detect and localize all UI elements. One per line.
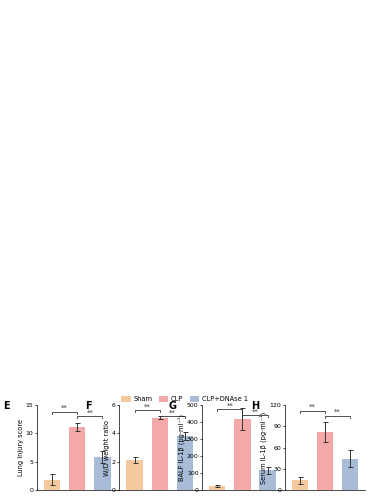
Text: **: ** — [309, 404, 316, 410]
Bar — [209, 486, 225, 490]
Text: **: ** — [252, 408, 258, 414]
Bar — [259, 470, 276, 490]
Text: E: E — [3, 401, 10, 411]
Text: **: ** — [144, 404, 151, 409]
Text: **: ** — [61, 405, 68, 411]
Y-axis label: BALF IL-1β (pg·ml⁻¹): BALF IL-1β (pg·ml⁻¹) — [177, 414, 185, 481]
Bar — [234, 418, 251, 490]
Text: **: ** — [86, 410, 93, 416]
Y-axis label: W/D weight ratio: W/D weight ratio — [104, 420, 110, 476]
Text: **: ** — [169, 410, 176, 416]
Bar — [69, 426, 86, 490]
Legend: Sham, CLP, CLP+DNAse 1: Sham, CLP, CLP+DNAse 1 — [118, 393, 251, 404]
Bar — [292, 480, 308, 490]
Bar — [127, 460, 143, 490]
Y-axis label: Lung Injury score: Lung Injury score — [18, 419, 24, 476]
Text: H: H — [251, 401, 259, 411]
Bar — [94, 457, 111, 490]
Bar — [152, 418, 168, 490]
Text: **: ** — [334, 409, 341, 415]
Text: **: ** — [227, 402, 233, 408]
Text: F: F — [86, 401, 92, 411]
Bar — [177, 436, 193, 490]
Y-axis label: Serum IL-1β (pg·ml⁻¹): Serum IL-1β (pg·ml⁻¹) — [260, 412, 267, 484]
Bar — [317, 432, 333, 490]
Bar — [342, 459, 358, 490]
Text: G: G — [168, 401, 176, 411]
Bar — [44, 480, 60, 490]
